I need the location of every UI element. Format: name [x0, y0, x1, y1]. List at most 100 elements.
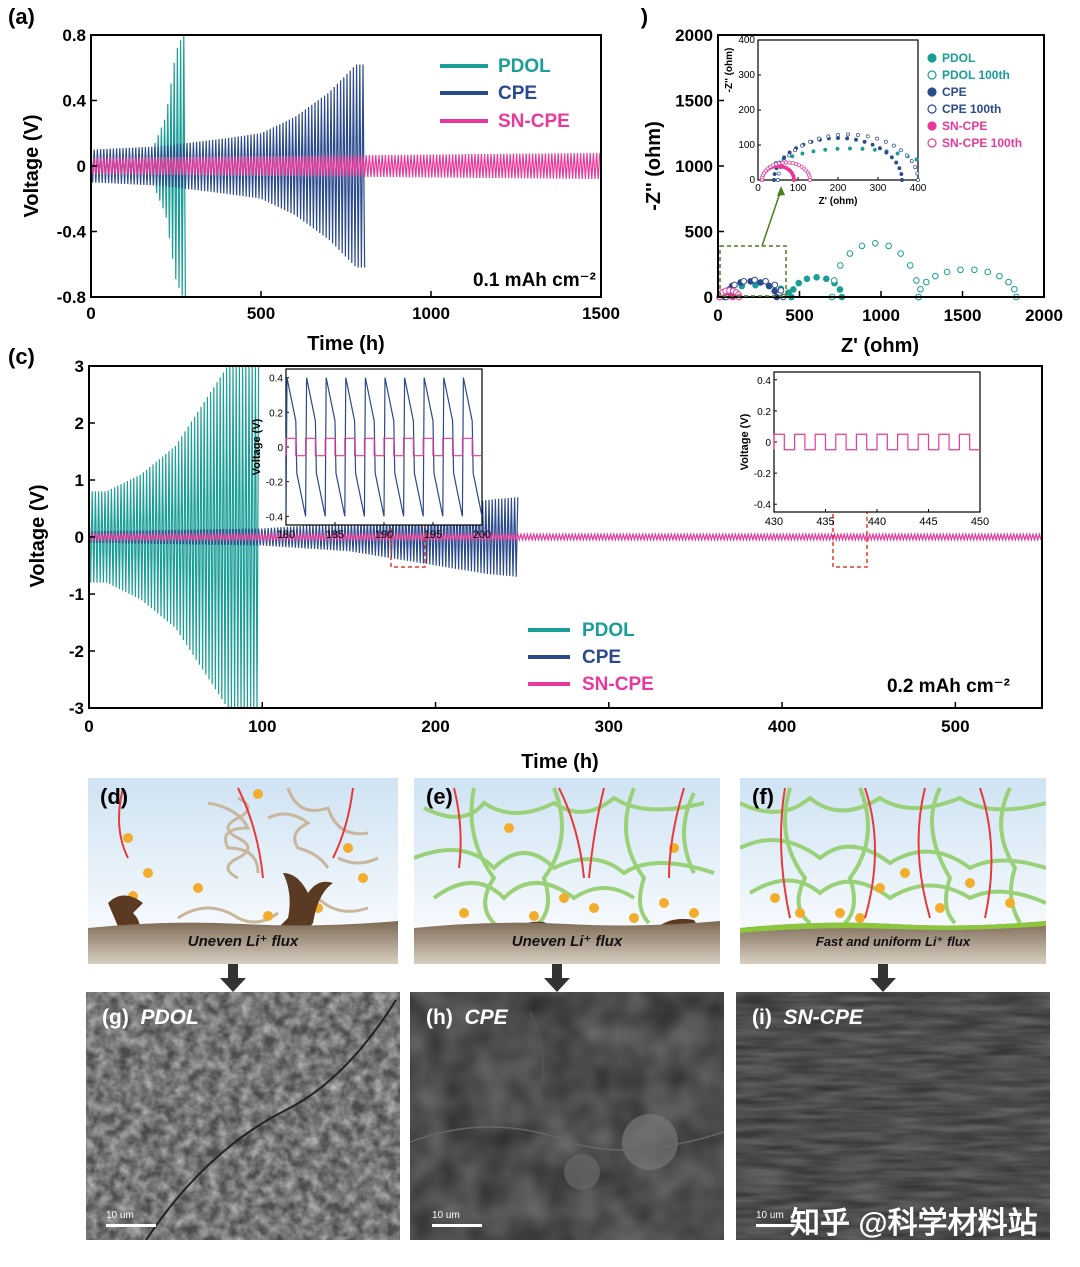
- point-pdol: [822, 275, 830, 283]
- schematic-f-caption: Fast and uniform Li⁺ flux: [815, 934, 971, 949]
- point-pdol-100th: [858, 242, 866, 250]
- y-tick-label: -2: [69, 642, 84, 661]
- legend-b-item: SN-CPE: [942, 119, 987, 133]
- point-pdol-100th: [922, 278, 930, 286]
- inset-x-tick-label: 300: [870, 183, 887, 194]
- x-tick-label: 400: [768, 717, 796, 736]
- point-pdol-100th: [971, 266, 978, 274]
- inset-point: [914, 157, 919, 162]
- panel-a-ylabel: Voltage (V): [21, 115, 43, 218]
- panel-b-xlabel: Z' (ohm): [841, 335, 919, 357]
- legend-marker: [927, 138, 937, 148]
- inset-point: [784, 160, 788, 165]
- panel-c-series-sn-cpe: [88, 532, 1042, 542]
- inset-point: [776, 171, 781, 176]
- legend-b-item: SN-CPE 100th: [942, 136, 1022, 150]
- inset-x-tick-label: 445: [919, 516, 937, 528]
- schematic-e-label: (e): [426, 784, 453, 809]
- point-pdol-100th: [996, 272, 1003, 280]
- point-pdol-100th: [957, 266, 964, 274]
- y-tick-label: 500: [685, 223, 713, 242]
- inset-y-tick-label: 0: [765, 438, 771, 449]
- y-tick-label: -0.4: [57, 223, 87, 242]
- y-tick-label: 0: [77, 157, 86, 176]
- inset-x-tick-label: 195: [424, 529, 442, 541]
- inset-point: [870, 142, 875, 147]
- watermark: 知乎 @科学材料站: [790, 1207, 1038, 1240]
- inset-point: [836, 133, 840, 137]
- inset-point: [889, 155, 894, 160]
- x-tick-label: 500: [941, 717, 969, 736]
- inset-point: [915, 171, 920, 176]
- legend-marker: [927, 70, 937, 80]
- schematic-d-label: (d): [100, 784, 129, 809]
- inset-y-tick-label: 0: [749, 175, 755, 186]
- legend-marker: [927, 53, 937, 63]
- panel-c-label: (c): [8, 344, 35, 369]
- inset-point: [909, 159, 914, 164]
- point-pdol-100th: [913, 277, 920, 284]
- down-arrow-icon: [544, 964, 570, 992]
- point-pdol-100th: [932, 272, 939, 280]
- panel-b-zoom-arrow: [761, 189, 782, 247]
- legend-b-item: CPE 100th: [942, 102, 1001, 116]
- point-pdol: [803, 275, 811, 283]
- legend-b-item: PDOL: [942, 51, 975, 65]
- inset-y-tick-label: 0.4: [757, 376, 771, 387]
- inset-point: [808, 178, 812, 182]
- inset-y-tick-label: -0.4: [754, 500, 772, 511]
- point-pdol-100th: [885, 242, 892, 250]
- x-tick-label: 300: [595, 717, 623, 736]
- legend-b-item: CPE: [942, 85, 967, 99]
- inset-x-tick-label: 400: [910, 183, 927, 194]
- inset-point: [872, 147, 877, 152]
- legend-a-cpe: CPE: [498, 83, 537, 104]
- inset-y-tick-label: 200: [738, 105, 755, 116]
- sem-h-scalebar: 10 um: [432, 1210, 482, 1227]
- inset-ylabel: Voltage (V): [251, 418, 263, 475]
- inset-point: [823, 147, 828, 152]
- sem-image-h: (h) CPE 10 um: [410, 992, 724, 1240]
- panel-c-inset-1: 180 185 190 195 200 -0.4 -0.2 0 0.2 0.4 Voltage (V…: [251, 368, 491, 541]
- x-tick-label: 1500: [582, 304, 620, 323]
- inset-ylabel: -Z'' (ohm): [724, 48, 735, 93]
- x-tick-label: 0: [86, 304, 95, 323]
- down-arrow-icon: [870, 964, 896, 992]
- y-tick-label: 1: [75, 471, 84, 490]
- panel-c-inset-2: 430 435 440 445 450 -0.4 -0.2 0 0.2 0.4 Voltage (V…: [739, 371, 989, 528]
- panel-b-label: (b): [640, 4, 648, 29]
- inset-point: [900, 178, 904, 182]
- inset-point: [774, 162, 778, 167]
- point-cpe-100th: [731, 281, 738, 289]
- inset-point: [897, 166, 902, 171]
- panel-a-annotation: 0.1 mAh cm⁻²: [473, 270, 596, 291]
- x-tick-label: 500: [247, 304, 275, 323]
- inset-point: [856, 133, 860, 137]
- panel-c-series-pdol: [88, 365, 260, 709]
- inset-y-tick-label: 0.4: [269, 374, 283, 385]
- inset-x-tick-label: 435: [816, 516, 834, 528]
- point-pdol-100th: [943, 268, 951, 276]
- legend-c-pdol: PDOL: [582, 620, 635, 641]
- x-tick-label: 200: [421, 717, 449, 736]
- inset-point: [913, 165, 918, 170]
- panel-a-legend: PDOL CPE SN-CPE: [440, 56, 570, 132]
- inset-point: [800, 143, 805, 148]
- panel-c-ylabel: Voltage (V): [27, 485, 49, 588]
- y-tick-label: -0.8: [57, 288, 86, 307]
- point-pdol-100th: [871, 239, 879, 247]
- inset-point: [904, 153, 909, 158]
- inset-point: [854, 137, 858, 142]
- inset-point: [787, 160, 792, 165]
- schematic-e-caption: Uneven Li⁺ flux: [511, 933, 623, 950]
- panel-c-legend: PDOL CPE SN-CPE: [528, 620, 654, 695]
- inset-point: [884, 150, 889, 155]
- inset-point: [772, 178, 776, 182]
- point-pdol-100th: [984, 268, 992, 276]
- sem-i-title: (i) SN-CPE: [752, 1006, 863, 1029]
- inset-x-tick-label: 190: [375, 529, 393, 541]
- inset-xlabel: Z' (ohm): [818, 196, 857, 207]
- point-cpe-100th: [762, 277, 769, 285]
- inset-y-tick-label: 0: [277, 443, 283, 454]
